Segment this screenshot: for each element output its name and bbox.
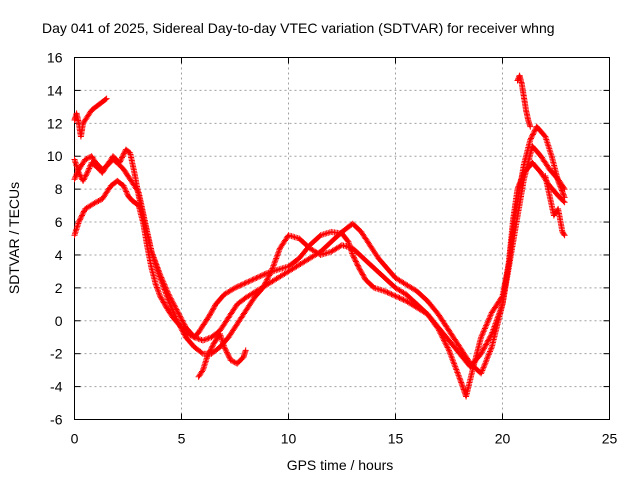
series-track-6: [514, 72, 534, 130]
series-track-7: [542, 173, 568, 239]
y-axis-label: SDTVAR / TECUs: [6, 182, 22, 294]
y-tick-label: 8: [55, 181, 63, 197]
x-tick-label: 0: [71, 431, 79, 447]
x-tick-label: 20: [495, 431, 511, 447]
y-tick-label: 14: [47, 82, 63, 98]
series-markers: [71, 143, 568, 370]
chart-title: Day 041 of 2025, Sidereal Day-to-day VTE…: [42, 20, 555, 36]
y-tick-label: 10: [47, 148, 63, 164]
series-markers: [542, 173, 568, 239]
series-markers: [71, 123, 568, 400]
x-tick-label: 10: [281, 431, 297, 447]
series-track-1: [71, 123, 568, 400]
plot-frame: [74, 57, 610, 420]
series-markers: [71, 153, 568, 377]
series-track-5: [195, 330, 249, 380]
axis-ticks: 0 5 10 15 20 25 -6 -4 -2 0 2 4 6 8 10 12 14 16: [47, 50, 618, 447]
data-series: [71, 72, 568, 400]
series-track-2: [71, 153, 568, 377]
y-tick-label: -2: [50, 346, 63, 362]
y-tick-label: 12: [47, 115, 63, 131]
series-markers: [514, 72, 534, 130]
x-tick-label: 25: [602, 431, 618, 447]
series-track-4: [71, 95, 110, 140]
y-tick-label: 0: [55, 313, 63, 329]
y-tick-label: -4: [50, 379, 63, 395]
y-tick-label: 16: [47, 50, 63, 66]
series-markers: [71, 95, 110, 140]
y-tick-label: 2: [55, 280, 63, 296]
y-tick-label: -6: [50, 412, 63, 428]
x-axis-label: GPS time / hours: [287, 457, 394, 473]
series-track-3: [71, 143, 568, 370]
y-tick-label: 4: [55, 247, 63, 263]
series-markers: [195, 330, 249, 380]
x-tick-label: 5: [178, 431, 186, 447]
y-tick-label: 6: [55, 214, 63, 230]
x-tick-label: 15: [388, 431, 404, 447]
